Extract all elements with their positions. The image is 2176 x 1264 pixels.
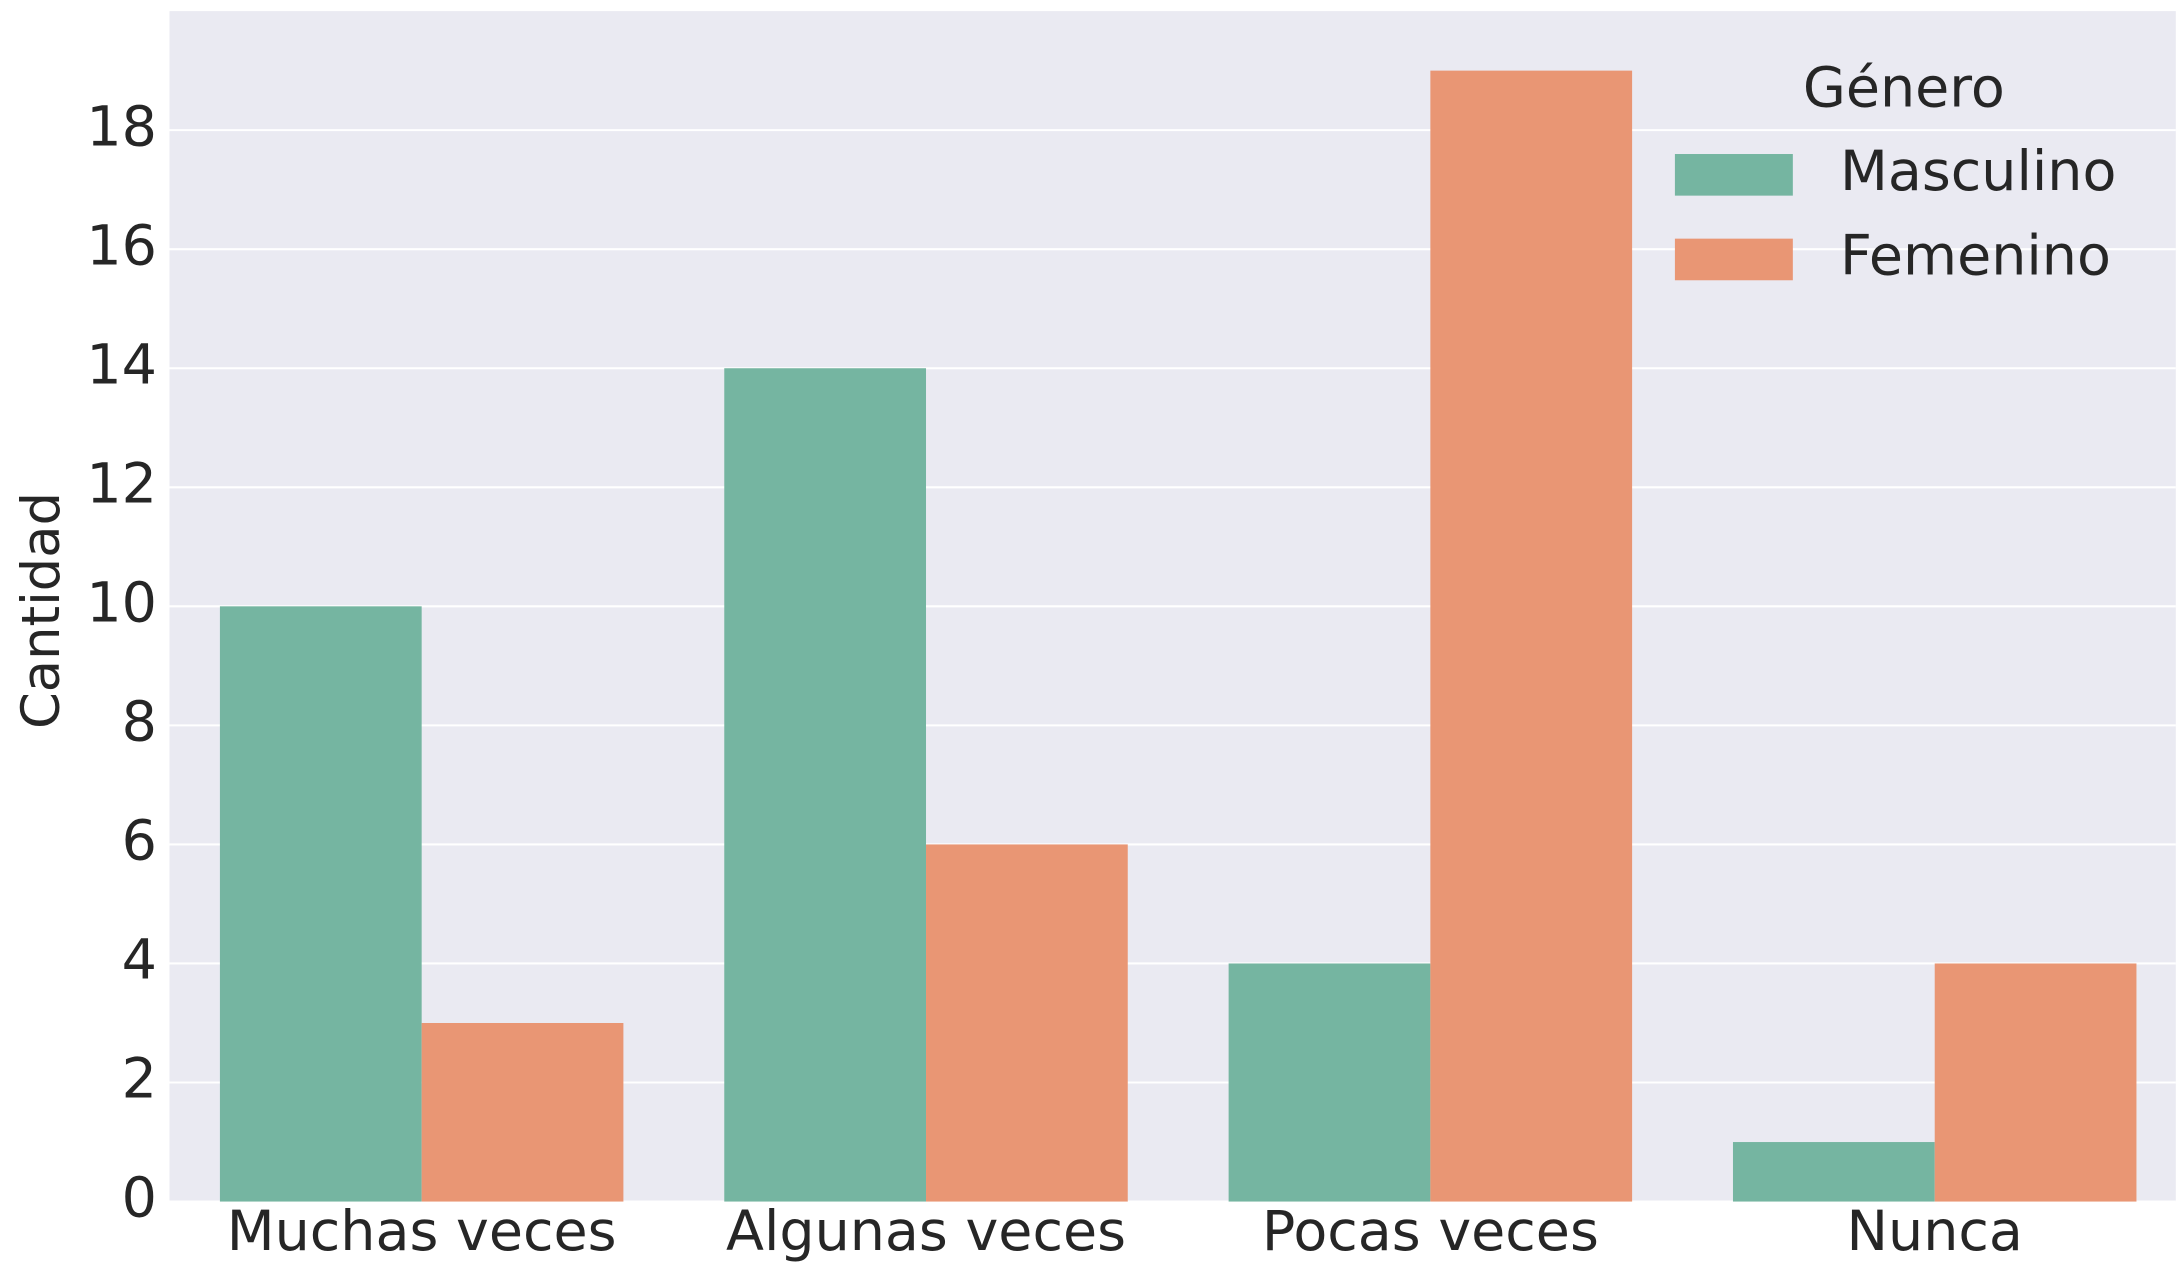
y-tick-label: 6 (122, 809, 157, 874)
x-tick-label: Pocas veces (1262, 1199, 1599, 1264)
x-tick-label: Algunas veces (726, 1199, 1126, 1264)
grid (169, 129, 2176, 1203)
bar (926, 844, 1128, 1202)
legend-title: Género (1803, 56, 2005, 121)
bar (1430, 70, 1633, 1202)
bar (1934, 963, 2137, 1202)
legend-label: Femenino (1840, 224, 2111, 289)
y-tick-label: 4 (122, 928, 157, 993)
legend: Género Masculino Femenino (1674, 56, 2116, 289)
y-tick-label: 0 (122, 1166, 157, 1231)
y-axis-label: Cantidad (11, 492, 72, 729)
bar (421, 1022, 624, 1202)
y-tick-label: 14 (86, 332, 157, 397)
bar (724, 368, 927, 1202)
legend-swatch (1674, 238, 1793, 281)
x-tick-label: Muchas veces (227, 1199, 617, 1264)
bars (219, 70, 2137, 1202)
bar (219, 606, 422, 1202)
y-tick-label: 12 (86, 451, 157, 516)
y-tick-label: 16 (86, 213, 157, 278)
y-tick-label: 2 (122, 1047, 157, 1112)
legend-label: Masculino (1840, 139, 2116, 204)
legend-swatch (1674, 154, 1793, 196)
bar (1228, 963, 1431, 1202)
y-tick-label: 10 (86, 570, 157, 635)
y-tick-label: 8 (122, 690, 157, 755)
bar (1732, 1142, 1935, 1202)
y-tick-label: 18 (86, 94, 157, 159)
x-tick-label: Nunca (1847, 1199, 2023, 1264)
